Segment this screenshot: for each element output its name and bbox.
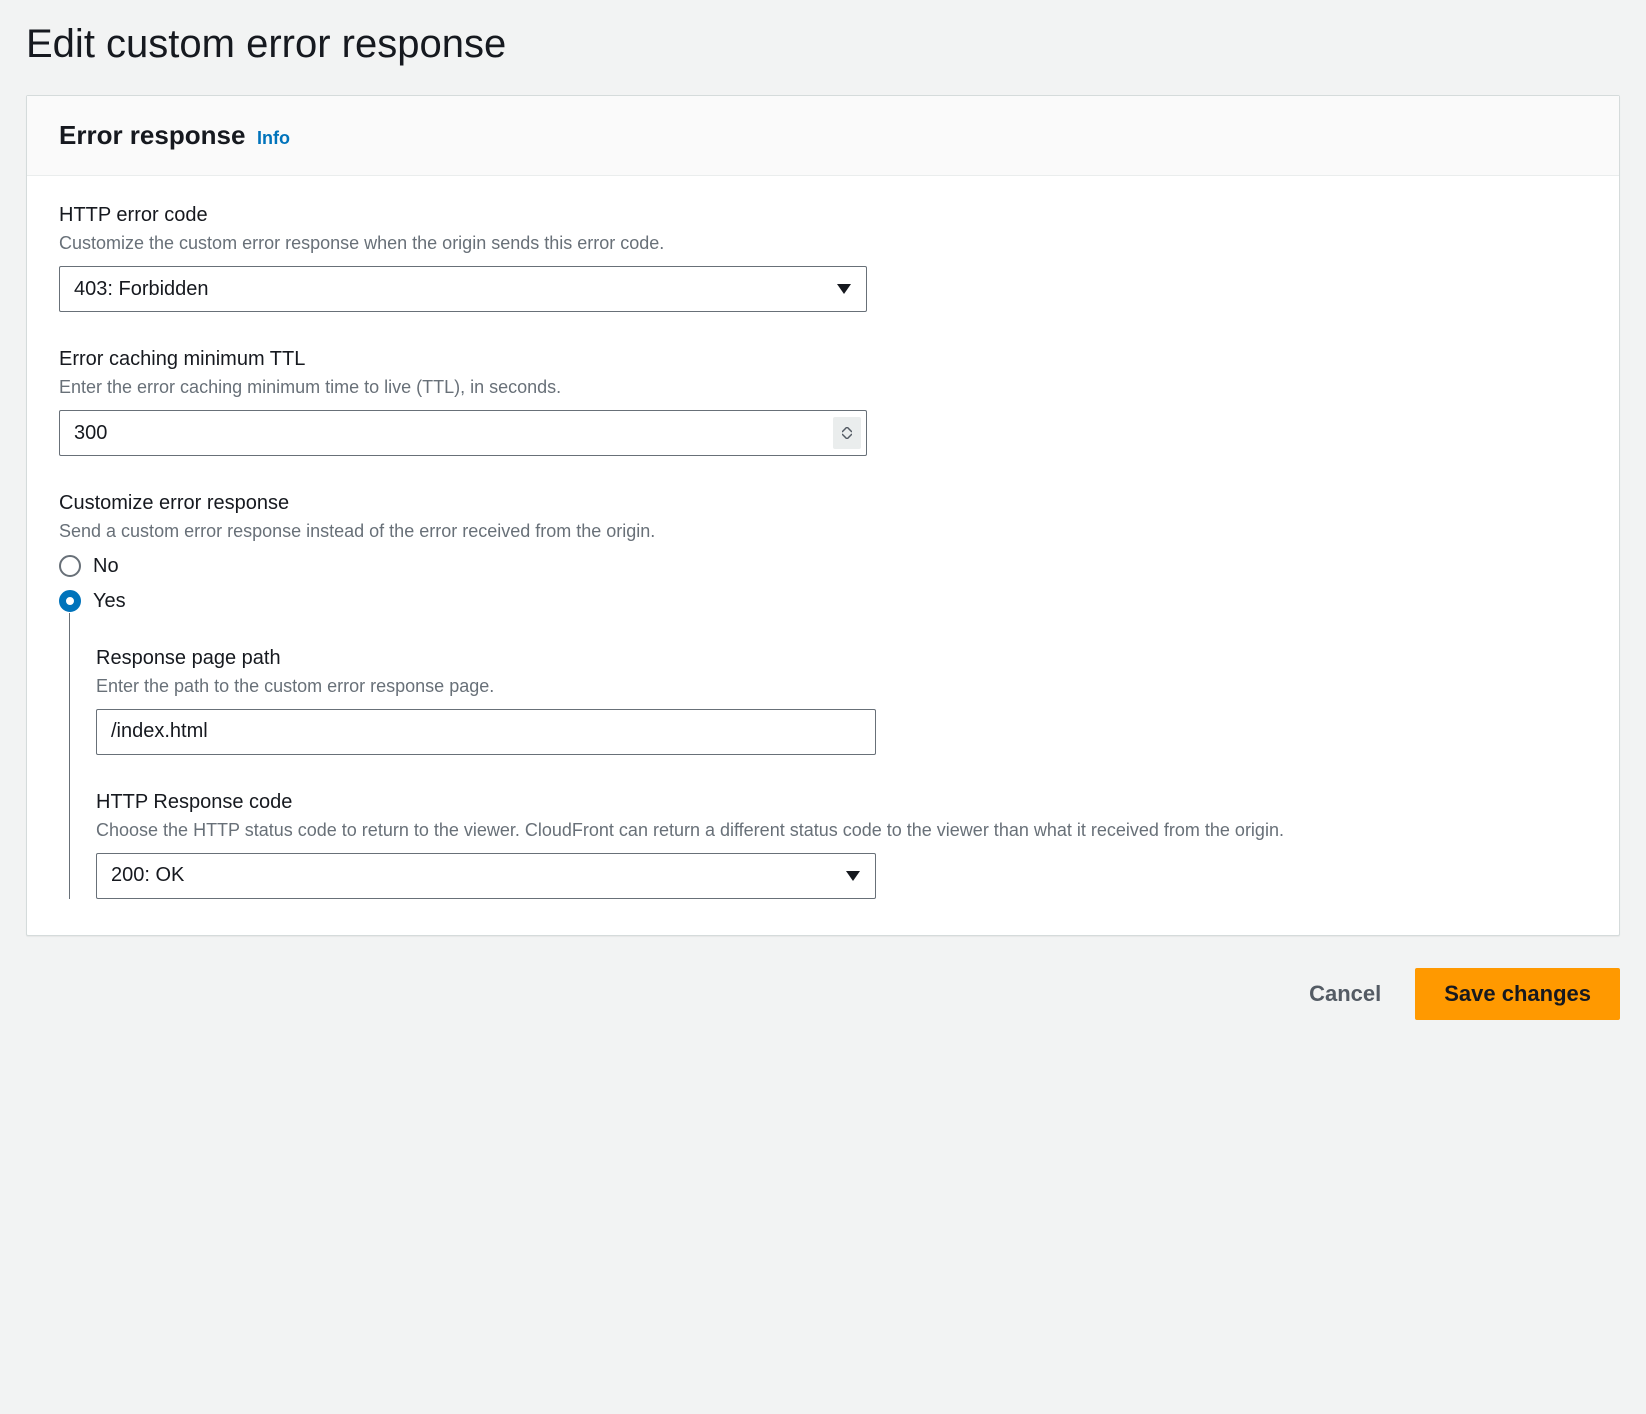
panel-header: Error response Info [27,96,1619,176]
field-error-ttl: Error caching minimum TTL Enter the erro… [59,348,1587,456]
radio-icon [59,590,81,612]
error-ttl-input[interactable] [59,410,867,456]
radio-no-label: No [93,555,119,578]
number-stepper[interactable] [833,417,861,449]
http-error-code-help: Customize the custom error response when… [59,231,1587,256]
radio-yes-label: Yes [93,590,126,613]
radio-icon [59,555,81,577]
save-changes-button[interactable]: Save changes [1415,968,1620,1020]
response-path-label: Response page path [96,647,1587,670]
field-http-error-code: HTTP error code Customize the custom err… [59,204,1587,312]
error-ttl-label: Error caching minimum TTL [59,348,1587,371]
response-code-help: Choose the HTTP status code to return to… [96,818,1587,843]
http-error-code-label: HTTP error code [59,204,1587,227]
customize-help: Send a custom error response instead of … [59,519,1587,544]
field-response-path: Response page path Enter the path to the… [96,647,1587,755]
radio-option-no[interactable]: No [59,555,1587,578]
customize-label: Customize error response [59,492,1587,515]
http-error-code-select[interactable] [59,266,867,312]
info-link[interactable]: Info [257,128,290,148]
error-response-panel: Error response Info HTTP error code Cust… [26,95,1620,936]
radio-option-yes[interactable]: Yes [59,590,1587,613]
customize-subfields: Response page path Enter the path to the… [69,613,1587,899]
field-response-code: HTTP Response code Choose the HTTP statu… [96,791,1587,899]
response-code-label: HTTP Response code [96,791,1587,814]
response-code-select[interactable] [96,853,876,899]
field-customize-response: Customize error response Send a custom e… [59,492,1587,899]
page-title: Edit custom error response [26,22,1620,67]
panel-title: Error response [59,120,245,150]
error-ttl-help: Enter the error caching minimum time to … [59,375,1587,400]
response-path-input[interactable] [96,709,876,755]
response-path-help: Enter the path to the custom error respo… [96,674,1587,699]
cancel-button[interactable]: Cancel [1303,971,1387,1017]
action-buttons: Cancel Save changes [26,968,1620,1020]
